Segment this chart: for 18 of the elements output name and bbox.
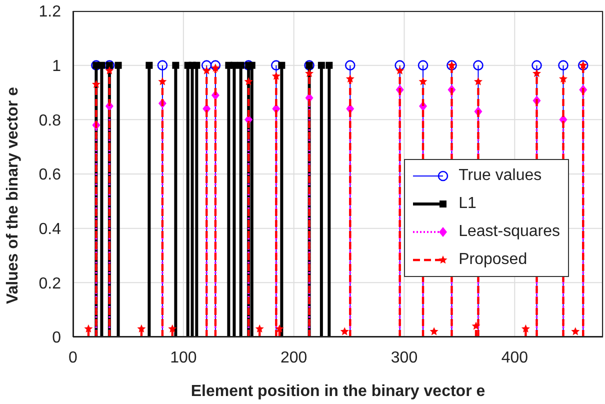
x-tick-label: 200 (280, 349, 308, 366)
y-axis-title: Values of the binary vector e (4, 86, 22, 304)
legend-label: True values (458, 167, 542, 185)
x-tick-label: 400 (501, 349, 528, 366)
y-tick-label: 0.4 (38, 221, 62, 238)
y-tick-label: 0 (52, 330, 62, 347)
x-tick-label: 0 (68, 349, 78, 366)
y-tick-label: 0.6 (38, 166, 62, 184)
legend-label: Least-squares (458, 223, 560, 241)
x-axis-title: Element position in the binary vector e (190, 383, 486, 400)
y-tick-label: 1.2 (38, 4, 62, 21)
x-tick-label: 300 (390, 349, 418, 366)
legend-label: L1 (458, 195, 476, 213)
legend-label: Proposed (458, 251, 528, 269)
x-tick-label: 100 (170, 349, 197, 366)
y-tick-label: 0.2 (38, 275, 62, 292)
y-tick-label: 0.8 (38, 112, 62, 130)
y-tick-label: 1 (52, 58, 62, 76)
